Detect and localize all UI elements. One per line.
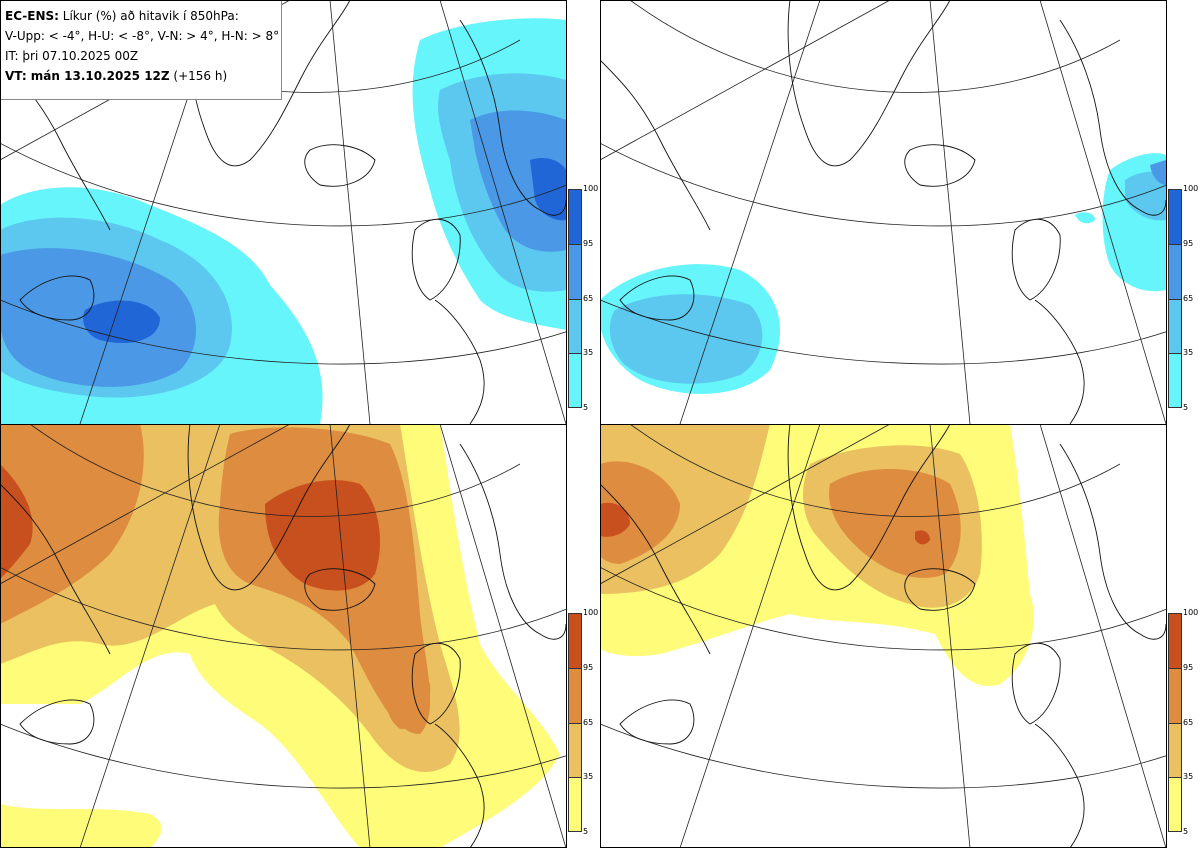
probability-field [0, 424, 560, 848]
colorbar-segment [569, 723, 581, 779]
colorbar-segment [1169, 668, 1181, 724]
colorbar-segment [1169, 244, 1181, 300]
map-cold-minus8 [600, 0, 1166, 424]
colorbar-segment [569, 668, 581, 724]
colorbar-segment [1169, 354, 1181, 407]
graticule [0, 424, 566, 848]
colorbar-tick-label: 95 [1183, 662, 1194, 672]
colorbar-tick-label: 5 [583, 827, 589, 836]
colorbar-tick-label: 35 [583, 772, 594, 782]
panel-warm-plus8 [600, 424, 1166, 848]
colorbar-segment [1169, 614, 1181, 669]
panel-cold-minus4: EC-ENS: Líkur (%) að hitavik í 850hPa: V… [0, 0, 566, 424]
colorbar-tick-label: 65 [583, 717, 594, 727]
colorbar-tick-label: 100 [1183, 608, 1199, 617]
colorbar-tick-label: 95 [583, 238, 594, 248]
colorbar-segment [1169, 723, 1181, 779]
panel-warm-plus4 [0, 424, 566, 848]
info-box: EC-ENS: Líkur (%) að hitavik í 850hPa: V… [0, 0, 282, 100]
colorbar-warm-plus4 [568, 613, 582, 832]
map-warm-plus4 [0, 424, 566, 848]
colorbar-tick-label: 35 [583, 348, 594, 358]
colorbar-tick-label: 5 [1183, 827, 1189, 836]
coastlines [0, 424, 566, 848]
colorbar-tick-label: 95 [583, 662, 594, 672]
colorbar-tick-label: 5 [583, 403, 589, 412]
colorbar-tick-label: 35 [1183, 772, 1194, 782]
colorbar-segment [1169, 299, 1181, 355]
map-cold-minus4 [0, 0, 566, 424]
colorbar-segment [569, 354, 581, 407]
colorbar-segment [1169, 778, 1181, 831]
info-lead-time: (+156 h) [169, 69, 228, 83]
colorbar-tick-label: 65 [583, 293, 594, 303]
graticule [0, 0, 566, 424]
info-thresholds: V-Upp: < -4°, H-U: < -8°, V-N: > 4°, H-N… [5, 29, 280, 43]
probability-field [0, 18, 566, 424]
colorbar-segment [569, 778, 581, 831]
map-warm-plus8 [600, 424, 1166, 848]
colorbar-tick-label: 100 [583, 608, 599, 617]
info-valid-time: VT: mán 13.10.2025 12Z [5, 69, 170, 83]
colorbar-warm-plus8 [1168, 613, 1182, 832]
colorbar-segment [569, 190, 581, 245]
coastlines [600, 0, 1166, 424]
graticule [600, 424, 1166, 848]
colorbar-tick-label: 5 [1183, 403, 1189, 412]
colorbar-cold-minus8 [1168, 189, 1182, 408]
colorbar-cold-minus4 [568, 189, 582, 408]
colorbar-segment [1169, 190, 1181, 245]
panel-cold-minus8 [600, 0, 1166, 424]
colorbar-segment [569, 244, 581, 300]
colorbar-segment [569, 299, 581, 355]
probability-field [600, 153, 1166, 394]
graticule [600, 0, 1166, 424]
colorbar-tick-label: 100 [583, 184, 599, 193]
colorbar-segment [569, 614, 581, 669]
colorbar-tick-label: 35 [1183, 348, 1194, 358]
info-title: Líkur (%) að hitavik í 850hPa: [58, 9, 239, 23]
coastlines [600, 424, 1166, 848]
colorbar-tick-label: 65 [1183, 717, 1194, 727]
info-initial-time: IT: þri 07.10.2025 00Z [5, 49, 139, 63]
info-title-bold: EC-ENS: [5, 9, 59, 23]
colorbar-tick-label: 100 [1183, 184, 1199, 193]
colorbar-tick-label: 95 [1183, 238, 1194, 248]
probability-field [600, 424, 1034, 686]
colorbar-tick-label: 65 [1183, 293, 1194, 303]
